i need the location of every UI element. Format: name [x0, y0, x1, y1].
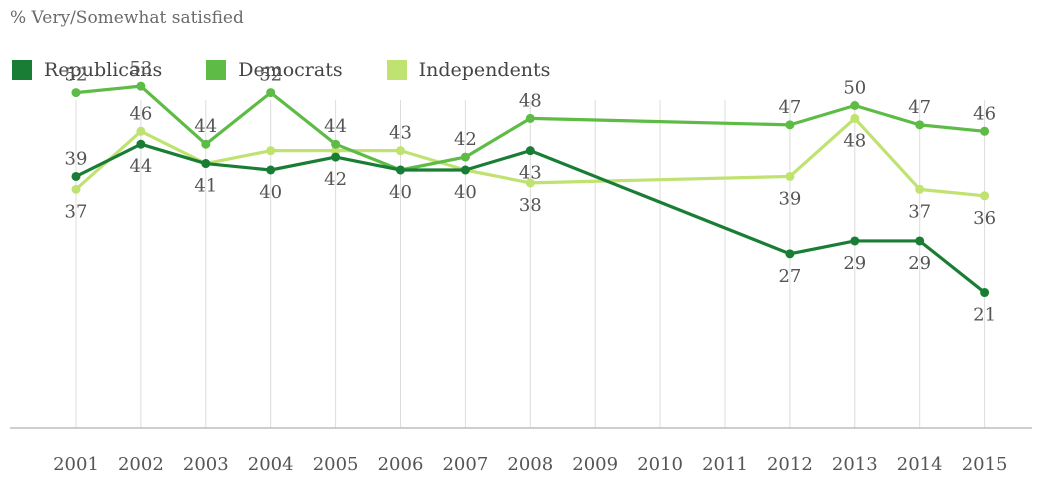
data-point [396, 165, 405, 175]
data-label: 39 [778, 188, 801, 209]
data-label: 40 [389, 182, 412, 203]
x-tick-labels: 2001 2002 2003 2004 2005 2006 2007 2008 2009 2010… [53, 454, 1007, 475]
data-label: 47 [778, 97, 801, 118]
data-label: 43 [519, 163, 542, 184]
x-tick-label: 2006 [378, 454, 424, 475]
data-point [266, 146, 276, 156]
x-tick-label: 2015 [962, 454, 1008, 475]
x-tick-label: 2009 [572, 454, 618, 475]
data-point [785, 249, 795, 259]
legend-swatch-democrats [206, 60, 227, 80]
data-label: 40 [454, 182, 477, 203]
data-point [136, 81, 146, 91]
legend-label-independents: Independents [418, 59, 551, 81]
data-label: 43 [389, 123, 412, 144]
data-point [525, 146, 535, 156]
data-point [266, 165, 276, 175]
chart-subtitle: % Very/Somewhat satisfied [10, 8, 244, 28]
legend-item-democrats: Democrats [206, 59, 343, 81]
series-republicans [71, 139, 990, 298]
chart-legend: Republicans Democrats Independents [12, 58, 594, 82]
legend-swatch-republicans [12, 60, 32, 80]
data-point [915, 236, 925, 246]
data-point [331, 139, 341, 149]
data-label: 44 [129, 156, 152, 177]
series-democrats [71, 81, 990, 175]
data-label: 44 [324, 116, 347, 137]
data-point [460, 152, 470, 162]
legend-label-republicans: Republicans [44, 59, 163, 81]
data-label: 48 [843, 130, 866, 151]
series-line [74, 116, 987, 198]
data-label: 50 [843, 78, 866, 99]
data-point [785, 171, 795, 181]
data-point [785, 120, 795, 130]
data-label: 38 [519, 195, 542, 216]
data-label: 44 [194, 116, 217, 137]
data-point [850, 101, 860, 110]
data-label: 36 [973, 208, 996, 229]
data-labels: 39 44 41 40 42 40 40 43 27 29 29 21 52 53 44 52 44 42 48 47… [65, 58, 997, 325]
data-point [850, 236, 860, 246]
data-point [266, 88, 276, 98]
data-point [71, 88, 81, 98]
data-label: 37 [908, 201, 931, 222]
data-point [136, 126, 146, 136]
data-label: 42 [454, 129, 477, 150]
data-label: 39 [65, 148, 88, 169]
legend-item-independents: Independents [386, 59, 551, 81]
x-tick-label: 2013 [832, 454, 878, 475]
data-point [525, 113, 535, 123]
data-point [980, 126, 990, 136]
x-tick-label: 2004 [248, 454, 294, 475]
data-point [980, 288, 990, 298]
x-tick-label: 2010 [637, 454, 683, 475]
data-point [331, 152, 341, 162]
x-tick-label: 2002 [118, 454, 164, 475]
data-label: 46 [973, 103, 996, 124]
x-tick-label: 2012 [767, 454, 813, 475]
x-tick-label: 2007 [442, 454, 488, 475]
data-point [915, 184, 925, 194]
data-label: 41 [194, 176, 217, 197]
data-point [331, 146, 341, 156]
data-label: 27 [778, 266, 801, 287]
legend-swatch-independents [386, 60, 407, 80]
legend-label-democrats: Democrats [238, 59, 343, 81]
data-point [71, 184, 81, 194]
data-point [460, 165, 470, 175]
series-line [74, 142, 987, 295]
data-point [850, 113, 860, 123]
data-label: 48 [519, 90, 542, 111]
gridlines [75, 100, 986, 428]
data-label: 53 [129, 58, 152, 79]
data-label: 52 [259, 65, 282, 86]
data-label: 47 [908, 97, 931, 118]
data-point [71, 171, 81, 181]
x-tick-label: 2005 [313, 454, 359, 475]
x-tick-label: 2011 [702, 454, 748, 475]
data-label: 42 [324, 169, 347, 190]
data-point [201, 159, 211, 169]
data-point [396, 146, 405, 156]
data-label: 40 [259, 182, 282, 203]
legend-item-republicans: Republicans [12, 59, 162, 81]
data-label: 52 [65, 65, 88, 86]
series-line [74, 84, 987, 172]
data-point [915, 120, 925, 130]
data-label: 37 [65, 201, 88, 222]
data-point [201, 139, 211, 149]
data-point [980, 191, 990, 201]
data-point [136, 139, 146, 149]
x-tick-label: 2014 [897, 454, 943, 475]
x-tick-label: 2008 [507, 454, 553, 475]
data-label: 46 [129, 103, 152, 124]
x-tick-label: 2001 [53, 454, 99, 475]
data-label: 21 [973, 305, 996, 326]
data-label: 29 [843, 253, 866, 274]
data-point [525, 178, 535, 188]
x-tick-label: 2003 [183, 454, 229, 475]
data-label: 29 [908, 253, 931, 274]
